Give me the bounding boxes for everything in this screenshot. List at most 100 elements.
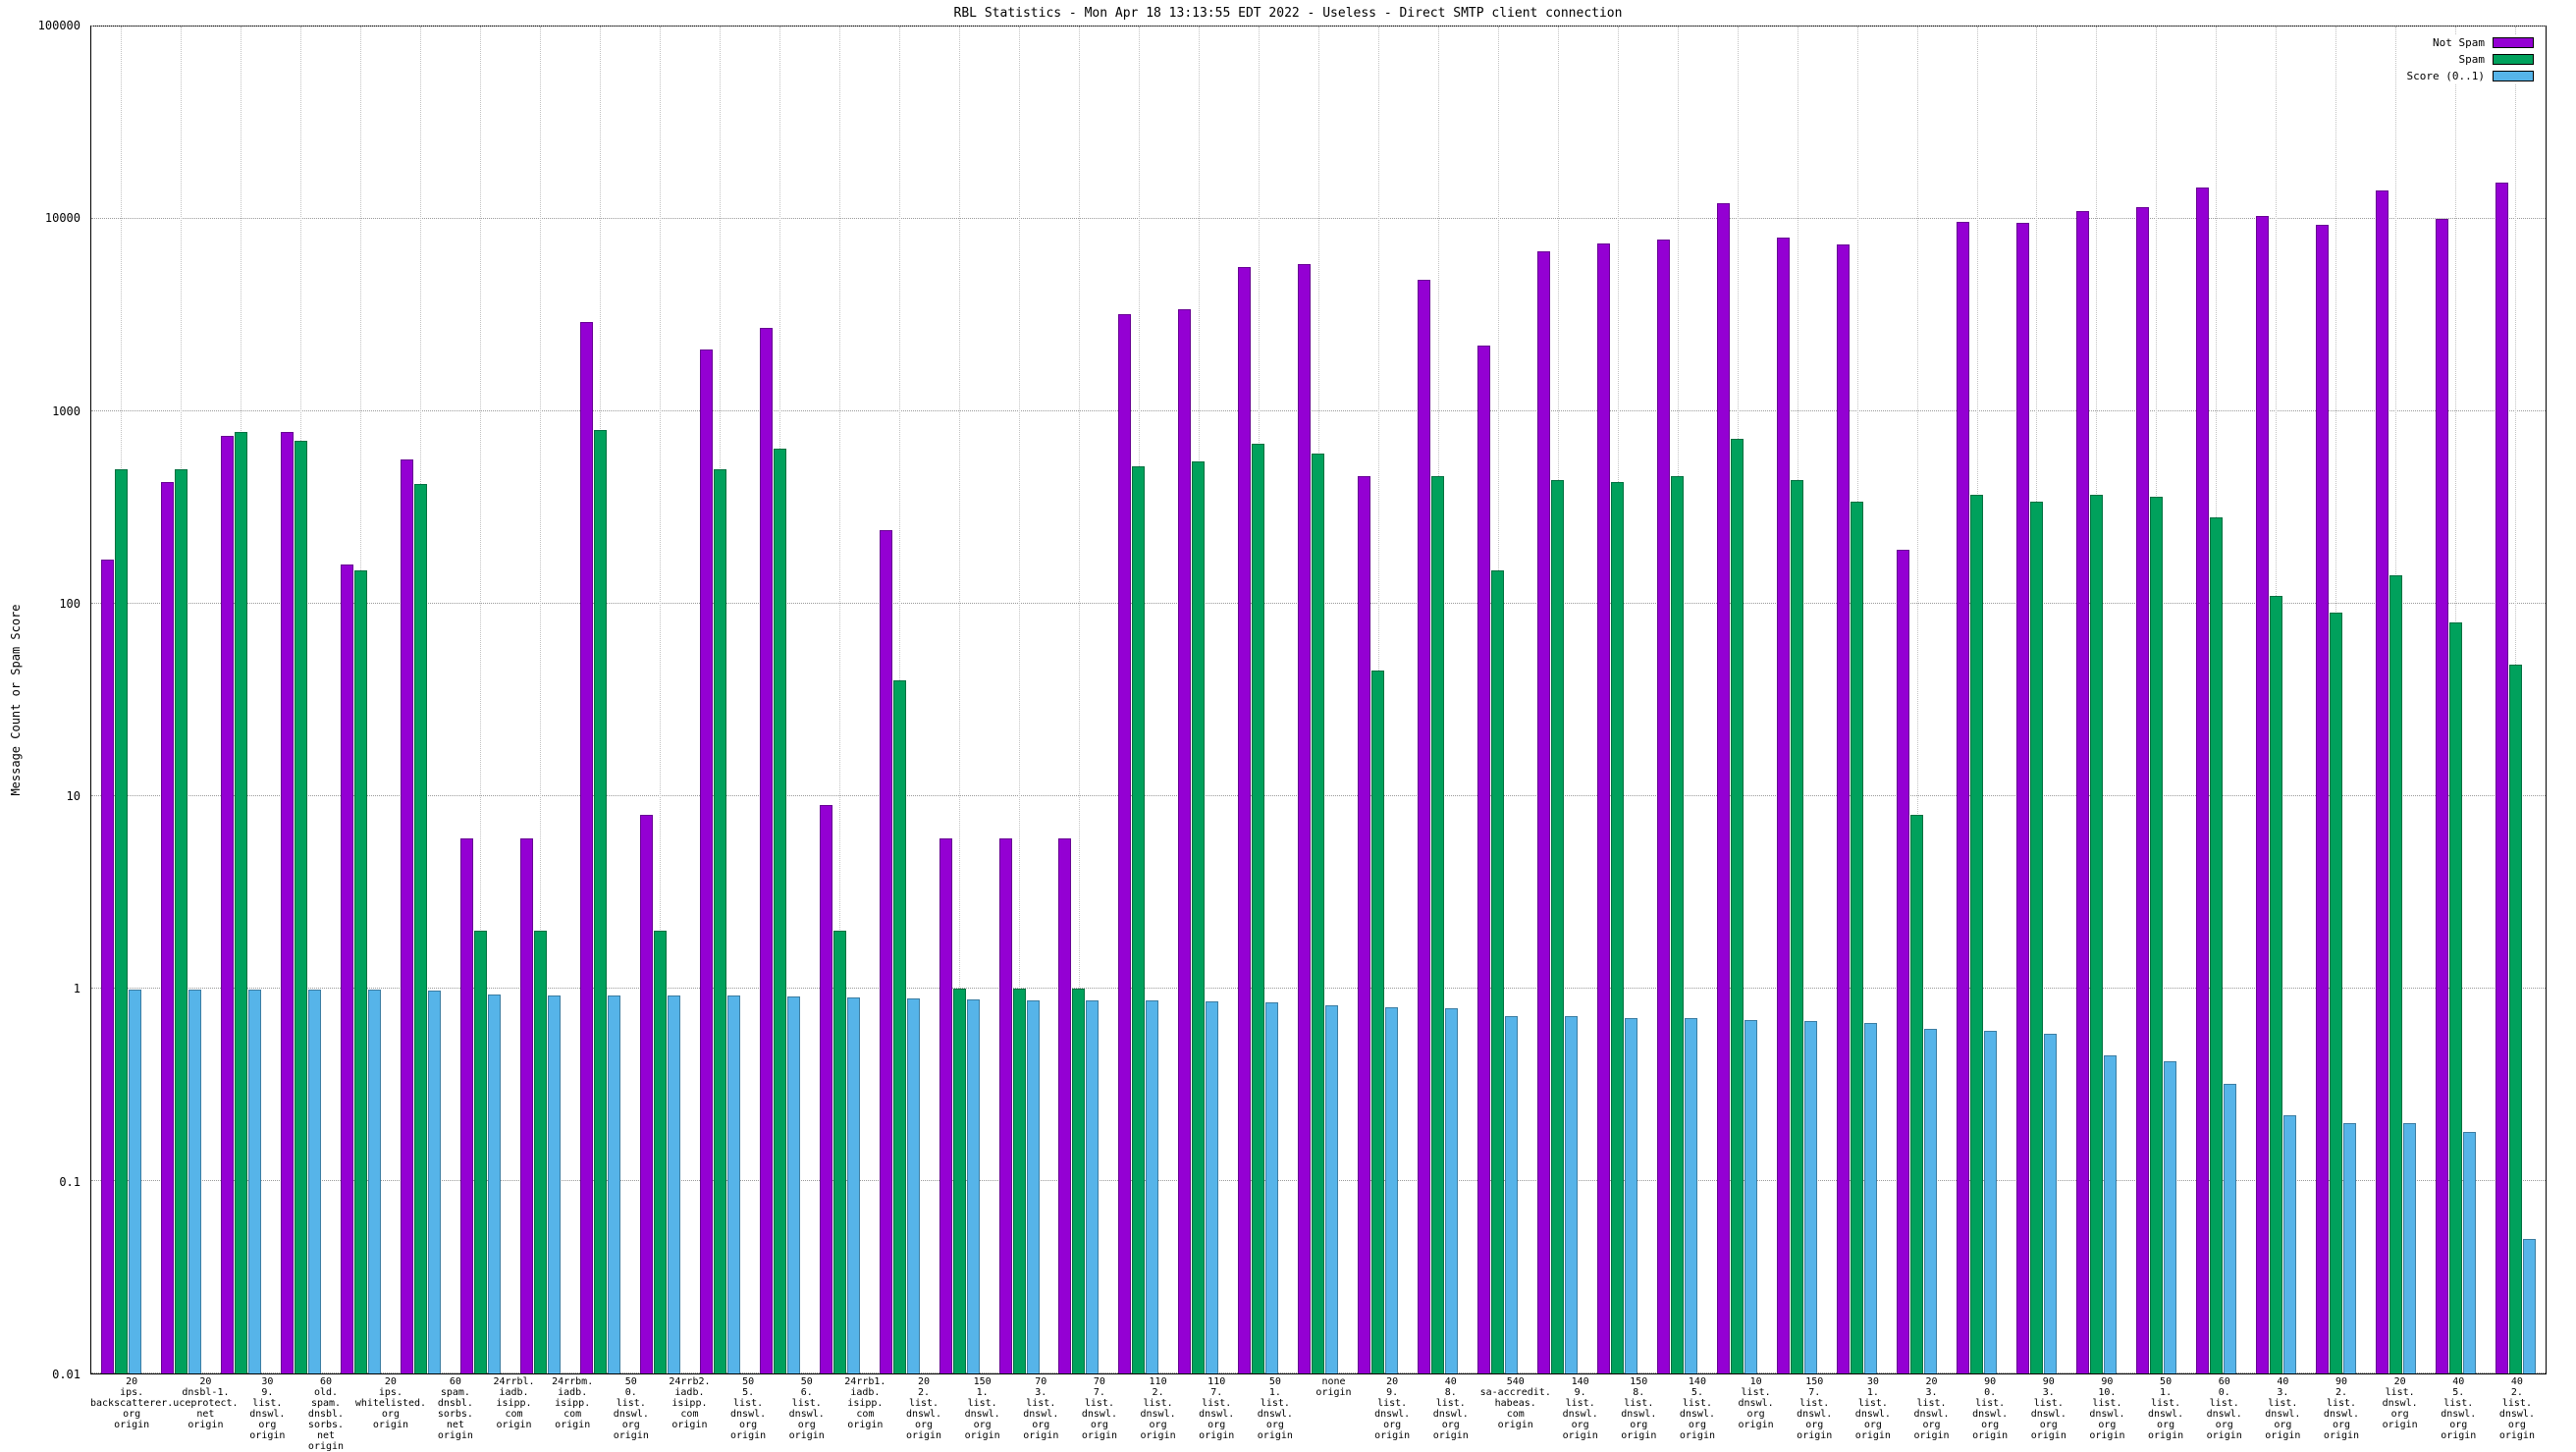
bar-cluster (1049, 27, 1109, 1373)
bar-score-0-1 (1685, 1018, 1698, 1373)
y-tick-label: 1000 (52, 403, 80, 418)
bar-group (271, 27, 331, 1373)
x-tick-label: 140 9. list. dnswl. org origin (1562, 1376, 1598, 1441)
bar-cluster (2007, 27, 2066, 1373)
bar-cluster (1887, 27, 1947, 1373)
y-axis-labels: 100000 10000 1000 100 10 1 0.1 0.01 (0, 20, 84, 1380)
bar-group (990, 27, 1049, 1373)
bar-cluster (1468, 27, 1528, 1373)
x-tick-label: 140 5. list. dnswl. org origin (1679, 1376, 1715, 1441)
bar-not-spam (1477, 345, 1491, 1373)
bar-spam (1671, 476, 1685, 1373)
bar-group (1647, 27, 1707, 1373)
x-tick-label: 24rrb1. iadb. isipp. com origin (844, 1376, 886, 1430)
bar-score-0-1 (1265, 1001, 1279, 1373)
x-tick-label: 40 5. list. dnswl. org origin (2441, 1376, 2477, 1441)
bar-spam (2089, 494, 2103, 1373)
bar-group (570, 27, 630, 1373)
bar-spam (2388, 575, 2402, 1373)
bar-cluster (1647, 27, 1707, 1373)
bar-group (1108, 27, 1168, 1373)
bar-cluster (2186, 27, 2246, 1373)
bar-spam (234, 432, 247, 1373)
bar-spam (1072, 989, 1086, 1373)
bar-cluster (1168, 27, 1228, 1373)
bar-spam (832, 931, 846, 1373)
bar-group (2366, 27, 2426, 1373)
bar-spam (1731, 438, 1744, 1373)
bar-not-spam (2315, 225, 2329, 1373)
bar-spam (353, 569, 367, 1373)
bar-score-0-1 (786, 996, 800, 1373)
x-tick-label: 24rrb2. iadb. isipp. com origin (669, 1376, 711, 1430)
legend: Not Spam Spam Score (0..1) (2404, 34, 2536, 84)
bar-not-spam (100, 559, 114, 1373)
bar-score-0-1 (2402, 1123, 2416, 1373)
x-tick-label: 70 3. list. dnswl. org origin (1023, 1376, 1059, 1441)
bar-score-0-1 (487, 995, 501, 1373)
bar-not-spam (939, 838, 952, 1373)
bar-cluster (391, 27, 451, 1373)
bar-group (2426, 27, 2486, 1373)
bar-group (391, 27, 451, 1373)
bar-spam (1371, 670, 1385, 1373)
bar-cluster (690, 27, 750, 1373)
bar-score-0-1 (1206, 1000, 1219, 1373)
bar-score-0-1 (2103, 1054, 2117, 1373)
x-tick-label: 40 2. list. dnswl. org origin (2498, 1376, 2535, 1441)
x-tick-label: 60 0. list. dnswl. org origin (2206, 1376, 2242, 1441)
bar-score-0-1 (188, 989, 201, 1373)
bar-not-spam (1537, 250, 1551, 1373)
bar-spam (1431, 476, 1445, 1373)
bar-cluster (630, 27, 690, 1373)
bar-not-spam (699, 349, 713, 1373)
bar-not-spam (2255, 216, 2269, 1373)
bar-group (211, 27, 271, 1373)
bar-score-0-1 (906, 997, 920, 1373)
bar-group (1587, 27, 1647, 1373)
legend-entry-not-spam: Not Spam (2407, 36, 2534, 49)
bar-group (451, 27, 510, 1373)
bar-group (2007, 27, 2066, 1373)
bar-score-0-1 (1385, 1007, 1399, 1373)
bar-not-spam (220, 435, 234, 1373)
bar-spam (952, 989, 966, 1373)
bar-score-0-1 (1984, 1031, 1998, 1373)
bar-spam (473, 931, 487, 1373)
bar-spam (773, 449, 786, 1373)
bar-score-0-1 (607, 995, 620, 1373)
bar-not-spam (1298, 264, 1312, 1373)
bar-not-spam (2015, 223, 2029, 1373)
x-tick-label: 24rrbl. iadb. isipp. com origin (493, 1376, 535, 1430)
bar-cluster (2126, 27, 2186, 1373)
x-tick-gridline (540, 27, 542, 1373)
bar-cluster (451, 27, 510, 1373)
gridline (91, 26, 2546, 27)
x-tick-gridline (660, 27, 662, 1373)
bar-not-spam (1717, 203, 1731, 1373)
bar-score-0-1 (1565, 1015, 1579, 1373)
bar-cluster (870, 27, 930, 1373)
y-tick-label: 10 (66, 789, 80, 804)
x-tick-label: 60 old. spam. dnsbl. sorbs. net origin (307, 1376, 345, 1452)
bar-group (510, 27, 570, 1373)
bar-cluster (1827, 27, 1887, 1373)
bar-group (930, 27, 990, 1373)
bar-group (870, 27, 930, 1373)
bar-cluster (91, 27, 151, 1373)
bar-score-0-1 (1325, 1004, 1339, 1373)
bar-not-spam (280, 432, 294, 1373)
x-tick-label: 540 sa-accredit. habeas. com origin (1479, 1376, 1551, 1430)
bar-score-0-1 (1026, 999, 1040, 1373)
bar-spam (2029, 501, 2043, 1373)
x-tick-label: 110 2. list. dnswl. org origin (1140, 1376, 1176, 1441)
x-tick-label: 50 0. list. dnswl. org origin (613, 1376, 649, 1441)
bar-spam (1132, 465, 1146, 1373)
bar-not-spam (879, 530, 892, 1373)
y-tick-label: 0.01 (52, 1368, 80, 1381)
bar-cluster (2486, 27, 2546, 1373)
bar-not-spam (1777, 238, 1791, 1373)
bar-group (2486, 27, 2546, 1373)
bar-group (331, 27, 391, 1373)
x-tick-label: 20 list. dnswl. org origin (2382, 1376, 2418, 1430)
